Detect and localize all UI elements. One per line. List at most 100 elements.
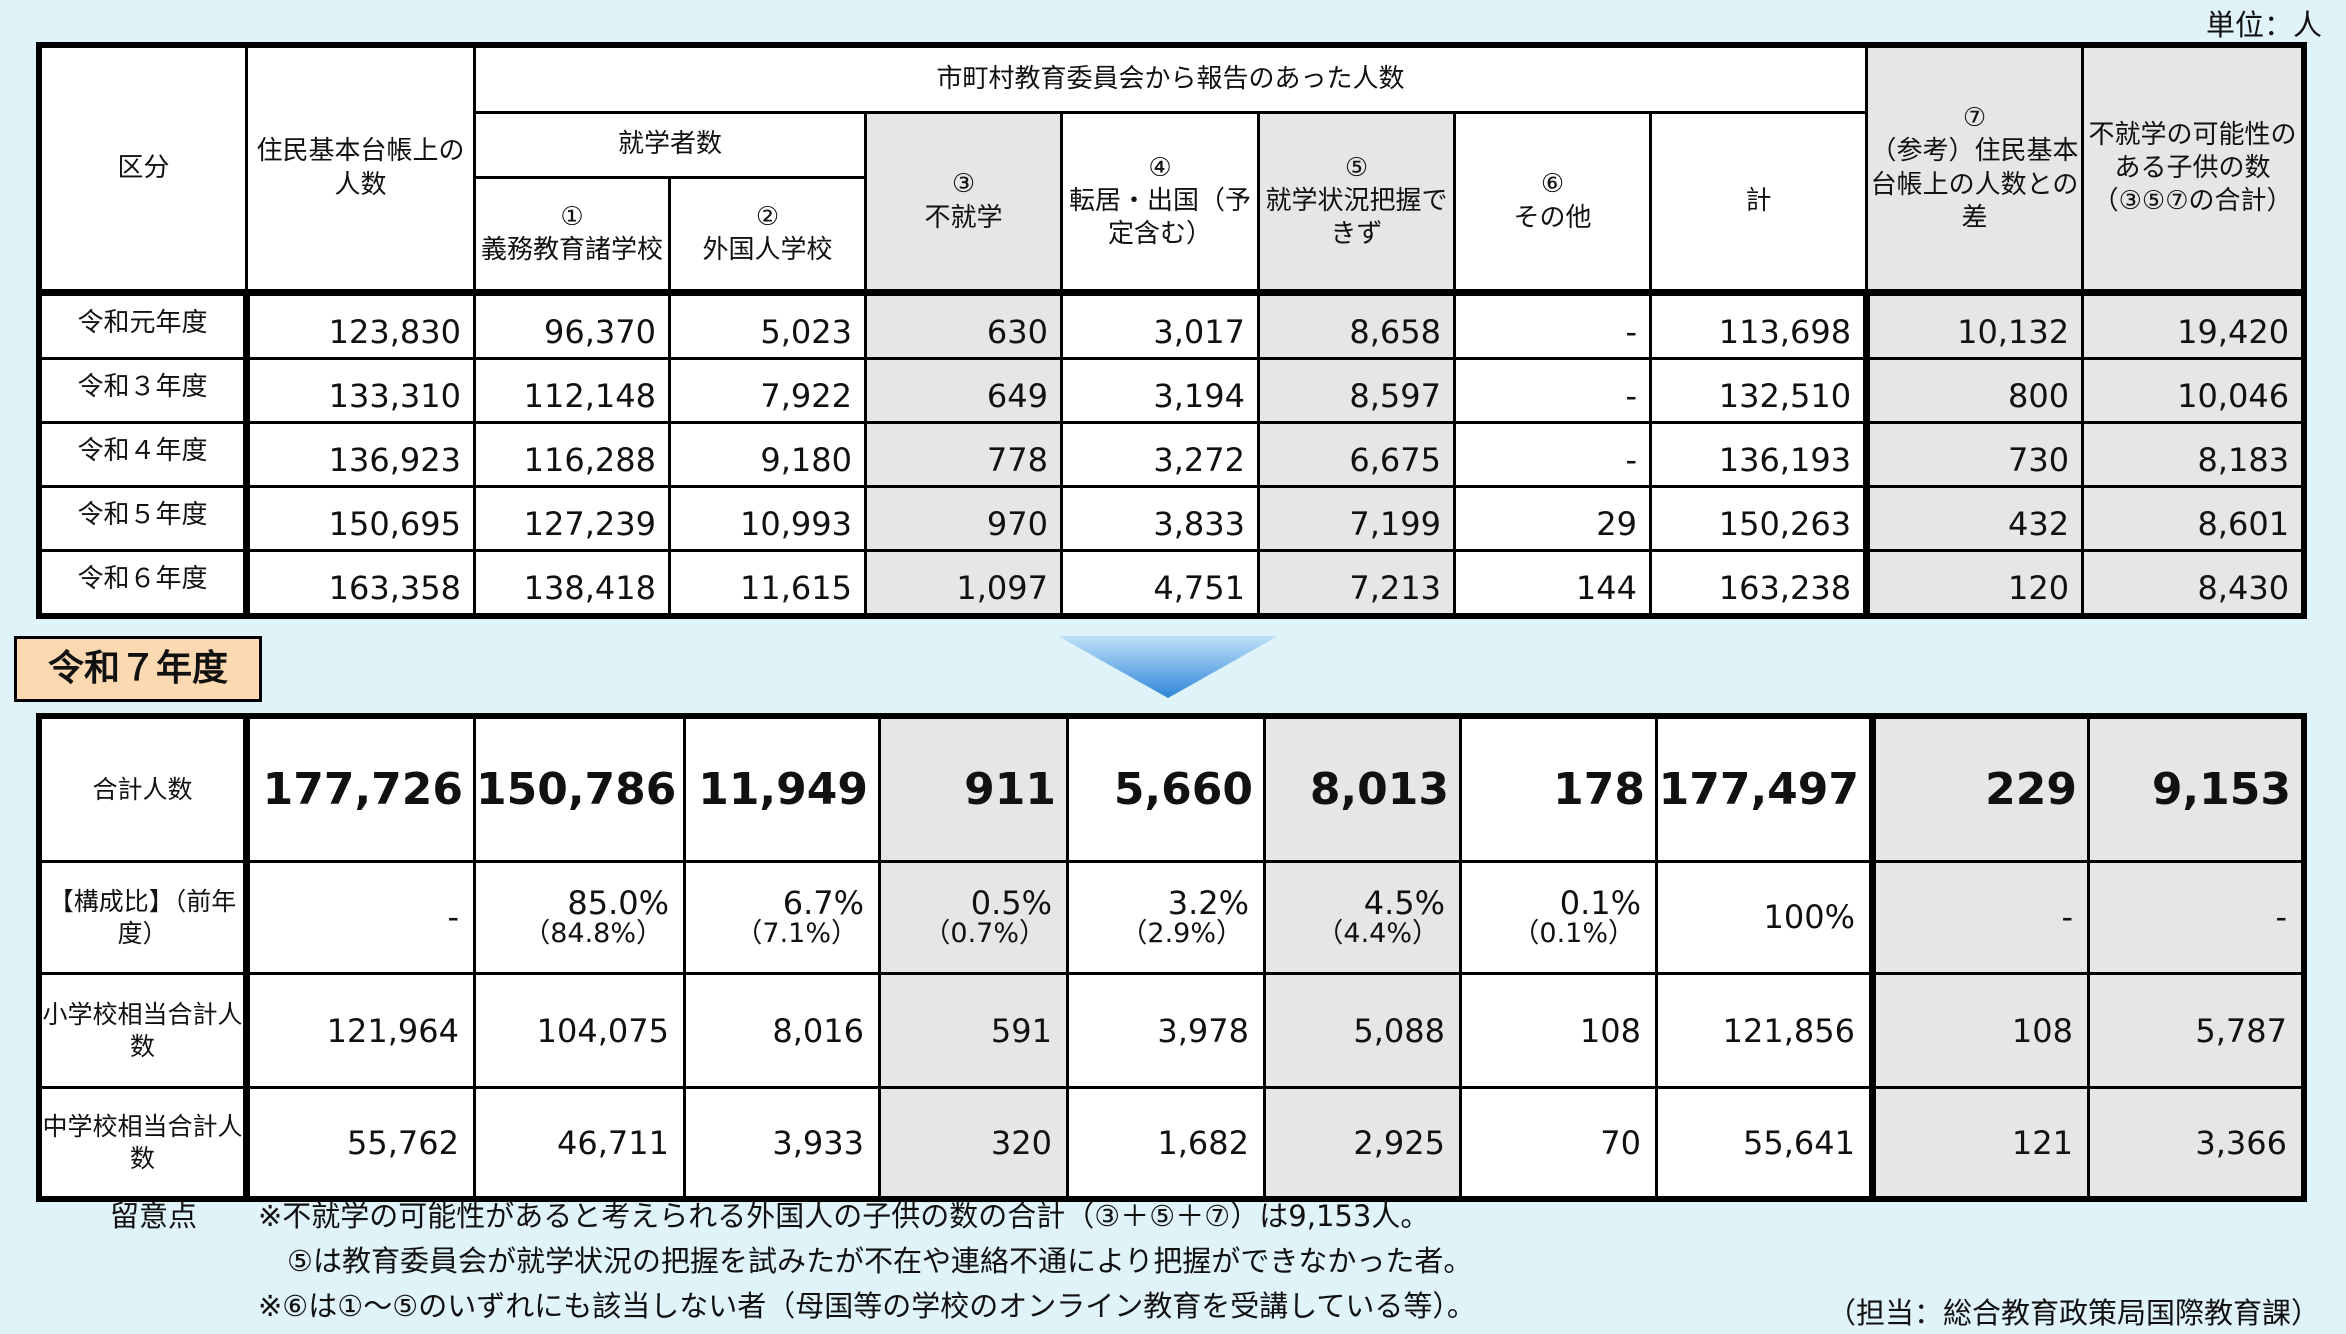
- notes: 留意点 ※不就学の可能性があると考えられる外国人の子供の数の合計（③＋⑤＋⑦）は9…: [110, 1194, 1476, 1329]
- table-cell: 9,153: [2087, 716, 2304, 863]
- table-cell: 3,933: [683, 1086, 881, 1199]
- table-cell: 121: [1871, 1086, 2090, 1199]
- table-cell: 8,013: [1263, 716, 1462, 863]
- table-row-junior: 中学校相当合計人数 55,762 46,711 3,933 320 1,682 2,925 7…: [39, 1086, 2304, 1199]
- table-cell: 649: [864, 357, 1063, 424]
- contact-department: （担当：総合教育政策局国際教育課）: [1826, 1296, 2320, 1330]
- table-cell: 591: [878, 972, 1069, 1089]
- row-label: 令和６年度: [39, 549, 250, 616]
- table-cell: 123,830: [245, 291, 476, 360]
- ratio-value: 85.0%: [567, 883, 669, 922]
- header-c2: ② 外国人学校: [668, 176, 867, 296]
- table-cell: 3,833: [1060, 485, 1260, 552]
- table-cell: 55,641: [1655, 1086, 1876, 1199]
- table-row-total: 合計人数 177,726 150,786 11,949 911 5,660 8,013 178…: [39, 716, 2304, 863]
- table-cell: 121,964: [245, 972, 476, 1089]
- table-cell: 5,023: [668, 291, 867, 360]
- ratio-value: 6.7%: [782, 883, 864, 922]
- table-cell: 127,239: [473, 485, 671, 552]
- table-cell: 320: [878, 1086, 1069, 1199]
- header-juumin: 住民基本台帳上の人数: [245, 45, 476, 296]
- table-cell: 150,786: [473, 716, 686, 863]
- table-cell: -: [2087, 860, 2304, 975]
- table-cell: 116,288: [473, 421, 671, 488]
- header-c7: ⑦ （参考）住民基本台帳上の人数との差: [1865, 45, 2085, 296]
- table-cell: 121,856: [1655, 972, 1876, 1089]
- down-arrow-icon: [1058, 636, 1278, 698]
- row-label: 中学校相当合計人数: [39, 1086, 250, 1199]
- table-row: 令和４年度 136,923 116,288 9,180 778 3,272 6,675-13…: [39, 421, 2305, 488]
- current-year-badge: 令和７年度: [14, 636, 262, 702]
- table-cell: 5,660: [1066, 716, 1266, 863]
- header-kubun: 区分: [39, 45, 248, 296]
- table-cell: 3,978: [1066, 972, 1266, 1089]
- table-cell: 8,601: [2081, 485, 2305, 552]
- table-cell: 120: [1865, 549, 2085, 616]
- ratio-prev-value: （7.1%）: [735, 918, 858, 950]
- current-year-table: 合計人数 177,726 150,786 11,949 911 5,660 8,013 178…: [36, 713, 2307, 1202]
- table-cell: 911: [878, 716, 1069, 863]
- table-cell: 11,949: [683, 716, 881, 863]
- table-cell: 3,017: [1060, 291, 1260, 360]
- table-cell: 1,097: [864, 549, 1063, 616]
- table-cell: 163,358: [245, 549, 476, 616]
- table-cell: 113,698: [1648, 291, 1871, 360]
- table-row: 令和５年度 150,695 127,239 10,993 970 3,833 7,199 29…: [39, 485, 2305, 552]
- ratio-value: 100%: [1763, 897, 1855, 936]
- header-c3: ③ 不就学: [864, 111, 1063, 296]
- ratio-value: 4.5%: [1363, 883, 1445, 922]
- table-cell: 163,238: [1648, 549, 1871, 616]
- row-label: 小学校相当合計人数: [39, 972, 250, 1089]
- table-cell: 55,762: [245, 1086, 476, 1199]
- table-cell: -: [1871, 860, 2090, 975]
- table-cell: 136,193: [1648, 421, 1871, 488]
- row-label: 合計人数: [39, 716, 250, 863]
- table-cell: 100%: [1655, 860, 1876, 975]
- unit-label: 単位：人: [2205, 8, 2322, 42]
- table-cell: 4,751: [1060, 549, 1260, 616]
- table-cell: 178: [1459, 716, 1658, 863]
- table-cell: 11,615: [668, 549, 867, 616]
- header-c5: ⑤ 就学状況把握できず: [1257, 111, 1456, 296]
- table-cell: 96,370: [473, 291, 671, 360]
- header-c8: 不就学の可能性のある子供の数（③⑤⑦の合計）: [2081, 45, 2305, 296]
- table-cell: -: [1453, 357, 1652, 424]
- table-cell: 144: [1453, 549, 1652, 616]
- table-cell: 112,148: [473, 357, 671, 424]
- ratio-prev-value: （0.7%）: [923, 918, 1046, 950]
- ratio-value: 0.1%: [1559, 883, 1641, 922]
- table-cell: 730: [1865, 421, 2085, 488]
- ratio-prev-value: （4.4%）: [1316, 918, 1439, 950]
- table-cell: 136,923: [245, 421, 476, 488]
- ratio-value: 3.2%: [1167, 883, 1249, 922]
- table-row: 令和３年度 133,310 112,148 7,922 649 3,194 8,597-13…: [39, 357, 2305, 424]
- table-cell: 7,199: [1257, 485, 1456, 552]
- table-cell: 177,497: [1655, 716, 1876, 863]
- table-cell: 8,016: [683, 972, 881, 1089]
- table-cell: 150,695: [245, 485, 476, 552]
- table-row: 令和６年度 163,358 138,418 11,615 1,097 4,751 7,213…: [39, 549, 2305, 616]
- note-line-2: ⑤は教育委員会が就学状況の把握を試みたが不在や連絡不通により把握ができなかった者…: [258, 1244, 1473, 1278]
- ratio-value: -: [2061, 897, 2073, 936]
- table-cell: 8,597: [1257, 357, 1456, 424]
- table-cell: -: [1453, 291, 1652, 360]
- table-cell: 1,682: [1066, 1086, 1266, 1199]
- ratio-prev-value: （2.9%）: [1120, 918, 1243, 950]
- table-cell: 4.5% （4.4%）: [1263, 860, 1462, 975]
- ratio-prev-value: （84.8%）: [523, 918, 663, 950]
- table-cell: 778: [864, 421, 1063, 488]
- past-years-table: 区分 住民基本台帳上の人数 市町村教育委員会から報告のあった人数 ⑦ （参考）住民…: [35, 42, 2308, 619]
- row-label: 令和５年度: [39, 485, 250, 552]
- table-cell: 5,088: [1263, 972, 1462, 1089]
- table-cell: 29: [1453, 485, 1652, 552]
- table-cell: 3.2% （2.9%）: [1066, 860, 1266, 975]
- table-cell: 7,922: [668, 357, 867, 424]
- table-cell: 7,213: [1257, 549, 1456, 616]
- table-cell: 108: [1459, 972, 1658, 1089]
- table-cell: 3,194: [1060, 357, 1260, 424]
- table-cell: 970: [864, 485, 1063, 552]
- table-cell: 6.7% （7.1%）: [683, 860, 881, 975]
- note-line-3: ※⑥は①～⑤のいずれにも該当しない者（母国等の学校のオンライン教育を受講している…: [258, 1289, 1476, 1323]
- ratio-prev-value: （0.1%）: [1512, 918, 1635, 950]
- table-cell: 3,366: [2087, 1086, 2304, 1199]
